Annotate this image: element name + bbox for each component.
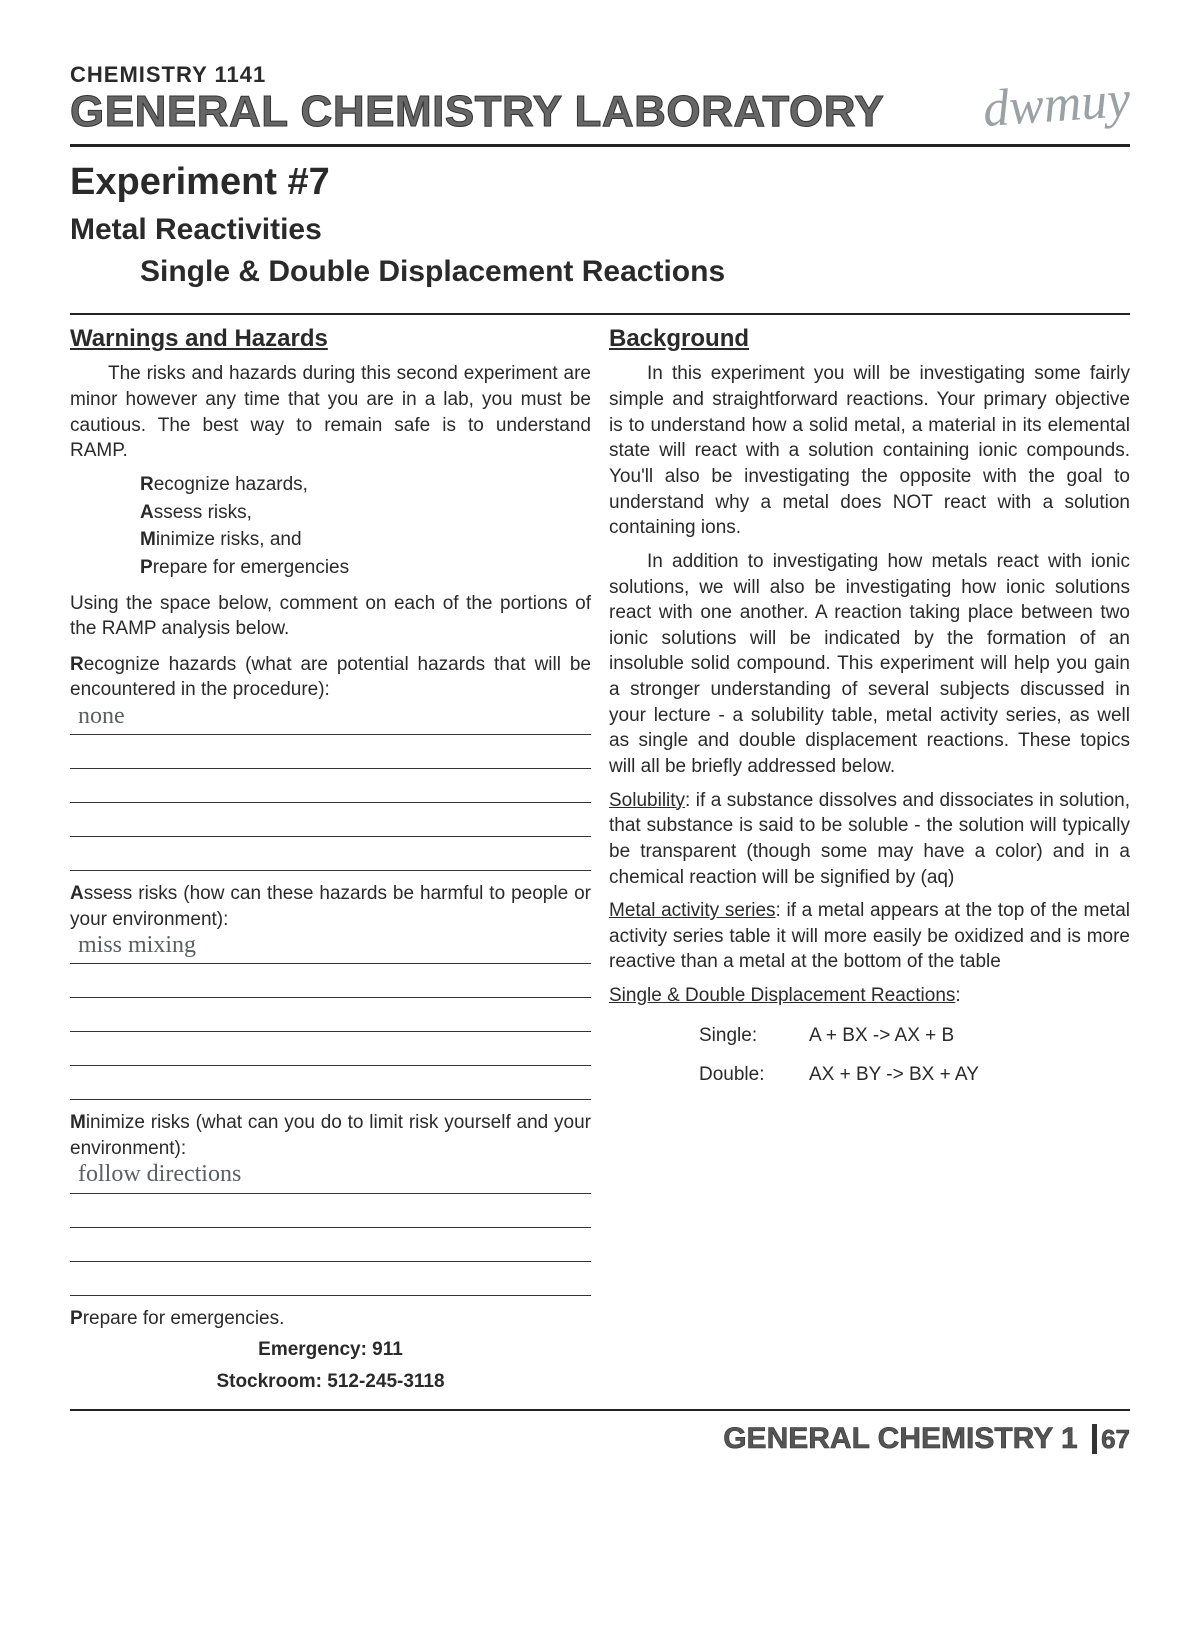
ramp-a: Assess risks, [140,500,591,526]
emergency-number: Emergency: 911 [70,1337,591,1363]
blank-line[interactable] [70,845,591,871]
assess-answer-line[interactable]: miss mixing [70,938,591,964]
recognize-answer-line[interactable]: none [70,709,591,735]
warnings-heading: Warnings and Hazards [70,323,591,355]
right-column: Background In this experiment you will b… [609,323,1130,1395]
single-reaction-row: Single: A + BX -> AX + B [699,1023,1130,1049]
single-equation: A + BX -> AX + B [809,1023,954,1049]
minimize-answer: follow directions [70,1158,241,1190]
header-rule [70,144,1130,147]
warnings-intro: The risks and hazards during this second… [70,361,591,464]
metal-activity-paragraph: Metal activity series: if a metal appear… [609,898,1130,975]
recognize-prompt: Recognize hazards (what are potential ha… [70,652,591,703]
solubility-label: Solubility [609,790,685,811]
assess-prompt: Assess risks (how can these hazards be h… [70,881,591,932]
double-label: Double: [699,1062,809,1088]
solubility-text: : if a substance dissolves and dissociat… [609,790,1130,888]
footer-page-number: 67 [1092,1424,1130,1454]
page-footer: GENERAL CHEMISTRY 1 67 [70,1419,1130,1460]
blank-line[interactable] [70,777,591,803]
experiment-title: Metal Reactivities [70,210,1130,251]
single-label: Single: [699,1023,809,1049]
blank-line[interactable] [70,1074,591,1100]
two-column-body: Warnings and Hazards The risks and hazar… [70,323,1130,1395]
blank-line[interactable] [70,1202,591,1228]
double-equation: AX + BY -> BX + AY [809,1062,979,1088]
ramp-r: Recognize hazards, [140,472,591,498]
double-reaction-row: Double: AX + BY -> BX + AY [699,1062,1130,1088]
footer-text: GENERAL CHEMISTRY 1 [723,1422,1078,1455]
blank-line[interactable] [70,1006,591,1032]
assess-answer: miss mixing [70,929,196,961]
handwritten-signature: dwmuy [980,65,1132,145]
minimize-prompt: Minimize risks (what can you do to limit… [70,1110,591,1161]
blank-line[interactable] [70,811,591,837]
reaction-equations: Single: A + BX -> AX + B Double: AX + BY… [699,1023,1130,1088]
background-p2: In addition to investigating how metals … [609,549,1130,780]
recognize-answer: none [70,700,125,732]
section-rule [70,313,1130,315]
page-header: CHEMISTRY 1141 GENERAL CHEMISTRY LABORAT… [70,60,1130,134]
minimize-answer-line[interactable]: follow directions [70,1168,591,1194]
prepare-prompt: Prepare for emergencies. [70,1306,591,1332]
mas-label: Metal activity series [609,900,776,921]
single-double-heading: Single & Double Displacement Reactions: [609,983,1130,1009]
solubility-paragraph: Solubility: if a substance dissolves and… [609,788,1130,891]
ramp-p: Prepare for emergencies [140,555,591,581]
course-code: CHEMISTRY 1141 [70,60,1130,90]
blank-line[interactable] [70,972,591,998]
blank-line[interactable] [70,1040,591,1066]
left-column: Warnings and Hazards The risks and hazar… [70,323,591,1395]
experiment-subtitle: Single & Double Displacement Reactions [70,252,1130,293]
experiment-number: Experiment #7 [70,157,1130,208]
blank-line[interactable] [70,743,591,769]
blank-line[interactable] [70,1270,591,1296]
sd-label: Single & Double Displacement Reactions [609,985,955,1006]
ramp-m: Minimize risks, and [140,527,591,553]
background-p1: In this experiment you will be investiga… [609,361,1130,540]
blank-line[interactable] [70,1236,591,1262]
ramp-acronym-list: Recognize hazards, Assess risks, Minimiz… [140,472,591,581]
footer-rule [70,1409,1130,1411]
background-heading: Background [609,323,1130,355]
ramp-instruction: Using the space below, comment on each o… [70,591,591,642]
stockroom-number: Stockroom: 512-245-3118 [70,1369,591,1395]
lab-title: GENERAL CHEMISTRY LABORATORY [70,90,1130,134]
